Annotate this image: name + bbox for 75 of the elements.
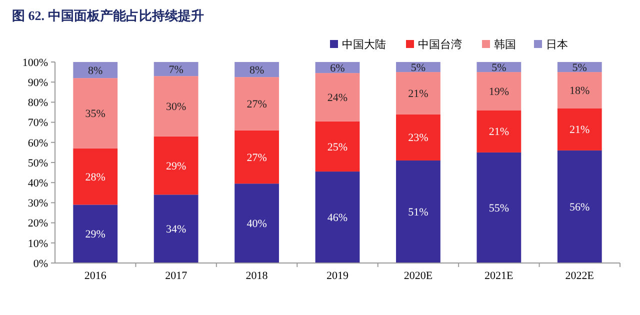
- data-label: 55%: [488, 202, 510, 215]
- data-label: 21%: [408, 88, 428, 100]
- data-label: 27%: [246, 98, 267, 111]
- y-tick-label: 10%: [28, 238, 48, 250]
- x-tick-label: 2016: [84, 270, 107, 282]
- legend-label: 中国台湾: [418, 38, 462, 51]
- data-label: 5%: [572, 62, 587, 74]
- bar: [557, 108, 602, 150]
- data-label: 51%: [408, 206, 428, 219]
- data-label: 6%: [330, 62, 345, 74]
- bar: [73, 204, 118, 263]
- bar: [315, 73, 360, 122]
- bar: [234, 62, 279, 78]
- data-label: 29%: [166, 160, 186, 172]
- data-label: 19%: [488, 86, 510, 98]
- data-label: 8%: [249, 64, 264, 76]
- data-label: 35%: [85, 108, 106, 120]
- bar: [396, 114, 440, 160]
- bar: [154, 194, 198, 263]
- x-tick-label: 2019: [326, 270, 349, 282]
- bar: [73, 148, 118, 205]
- data-label: 27%: [246, 152, 267, 164]
- chart-title: 图 62. 中国面板产能占比持续提升: [12, 8, 204, 23]
- y-tick-label: 50%: [28, 157, 48, 170]
- bar: [73, 62, 118, 78]
- y-tick-label: 0%: [33, 258, 48, 270]
- legend-label: 中国大陆: [342, 38, 386, 51]
- data-label: 21%: [570, 124, 590, 136]
- data-label: 21%: [488, 126, 510, 138]
- y-tick-label: 80%: [28, 97, 48, 110]
- data-label: 28%: [85, 171, 106, 184]
- bar: [396, 72, 440, 114]
- legend-label: 日本: [546, 38, 568, 51]
- bar: [476, 110, 522, 152]
- x-tick-label: 2021E: [484, 270, 514, 282]
- bar: [315, 172, 360, 263]
- bar: [154, 136, 198, 195]
- bar: [73, 78, 118, 148]
- bar: [234, 77, 279, 130]
- x-tick-label: 2017: [165, 270, 188, 282]
- bar: [315, 121, 360, 172]
- data-label: 5%: [492, 62, 506, 74]
- data-label: 29%: [85, 228, 106, 241]
- data-label: 56%: [570, 202, 590, 214]
- bar: [396, 160, 440, 263]
- x-tick-label: 2022E: [565, 270, 594, 282]
- bar: [234, 184, 279, 263]
- bar: [557, 72, 602, 108]
- data-label: 24%: [327, 92, 348, 104]
- data-label: 30%: [166, 101, 186, 114]
- x-tick-label: 2020E: [404, 270, 433, 282]
- y-tick-label: 90%: [28, 76, 48, 89]
- bar: [154, 76, 198, 136]
- data-label: 8%: [88, 64, 103, 77]
- x-tick-label: 2018: [246, 270, 268, 282]
- bar: [476, 152, 522, 263]
- bar: [154, 62, 198, 76]
- data-label: 18%: [570, 84, 590, 97]
- y-tick-label: 70%: [28, 117, 48, 130]
- data-label: 25%: [327, 141, 348, 154]
- data-label: 40%: [246, 218, 267, 230]
- data-label: 46%: [327, 212, 348, 224]
- bar: [557, 150, 602, 263]
- y-tick-label: 100%: [22, 56, 48, 69]
- data-label: 5%: [410, 62, 426, 74]
- y-tick-label: 60%: [28, 137, 48, 150]
- data-label: 23%: [408, 132, 428, 144]
- y-tick-label: 20%: [28, 218, 48, 230]
- data-label: 7%: [168, 64, 184, 76]
- bar: [234, 130, 279, 184]
- legend-label: 韩国: [494, 38, 516, 51]
- bar: [476, 72, 522, 110]
- data-label: 34%: [166, 224, 186, 236]
- y-tick-label: 40%: [28, 177, 48, 190]
- y-tick-label: 30%: [28, 198, 48, 210]
